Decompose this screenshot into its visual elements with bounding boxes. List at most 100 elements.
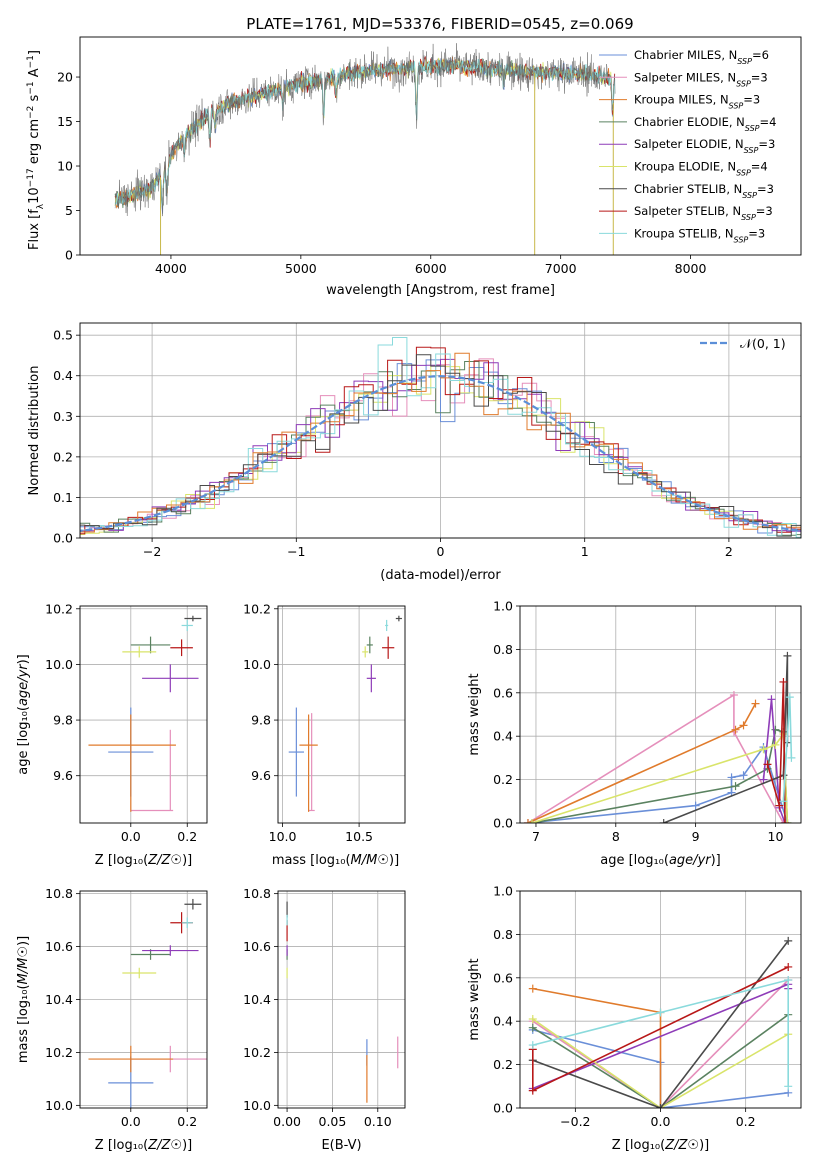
legend-entry: 𝒩(0, 1)	[740, 336, 786, 351]
weight-point-marker	[771, 725, 780, 734]
weight-point-marker	[739, 721, 748, 730]
weight-point-marker	[528, 1015, 537, 1024]
mass-vs-Z-panel: 0.0 0.2 10.0 10.2 10.4 10.6 10.8 Z [log₁₀(Z/Z☉)…	[16, 886, 208, 1153]
mass-vs-EBV-xlabel: E(B-V)	[321, 1138, 361, 1153]
y-tick-label: 0.2	[493, 1057, 513, 1072]
weight-vs-Z-ylabel: mass weight	[467, 958, 482, 1040]
y-tick-label: 0.0	[53, 531, 73, 546]
model-spectrum-line	[114, 58, 616, 208]
weight-point-marker	[763, 760, 772, 769]
errorbar-point	[130, 636, 171, 654]
x-tick-label: 1	[581, 544, 589, 559]
y-tick-label: 10.0	[243, 657, 271, 672]
weight-series-line	[532, 1018, 789, 1108]
age-vs-Z-plot-area	[88, 615, 202, 812]
y-tick-label: 10.8	[243, 886, 271, 901]
x-tick-label: 0.2	[177, 1114, 197, 1129]
x-tick-label: 9	[692, 829, 700, 844]
weight-point-marker	[759, 775, 768, 784]
y-tick-label: 0.2	[53, 449, 73, 464]
errorbar-point	[184, 615, 202, 622]
residuals-xlabel: (data-model)/error	[380, 568, 501, 583]
y-tick-label: 0.6	[493, 970, 513, 985]
y-tick-label: 0.4	[53, 368, 73, 383]
y-tick-label: 0.8	[493, 927, 513, 942]
x-tick-label: 10.0	[269, 829, 297, 844]
errorbar-point	[142, 945, 199, 956]
y-tick-label: 0.4	[493, 729, 513, 744]
weight-point-marker	[783, 651, 792, 660]
mass-vs-Z-plot-area	[88, 898, 207, 1108]
x-tick-label: −0.2	[560, 1114, 590, 1129]
x-tick-label: 4000	[155, 261, 187, 276]
errorbar-point	[362, 646, 369, 658]
weight-vs-age-plot-area	[523, 651, 796, 823]
y-tick-label: 10.2	[243, 1045, 271, 1060]
weight-series-line	[532, 979, 789, 1108]
x-tick-label: 6000	[415, 261, 447, 276]
spectrum-plot-area	[114, 43, 616, 255]
legend-entry: Salpeter MILES, NSSP=3	[634, 70, 768, 88]
histogram-steps	[80, 354, 801, 537]
weight-point-marker	[767, 695, 776, 704]
weight-series-line	[532, 987, 662, 1108]
weight-vs-age-panel: 7 8 9 10 0.0 0.2 0.4 0.6 0.8 1.0 mass weight age [l…	[467, 599, 802, 868]
mass-vs-EBV-plot-area	[286, 901, 399, 1103]
weight-series-line	[663, 655, 789, 823]
y-tick-label: 20	[57, 70, 73, 85]
residuals-panel: −2 −1 0 1 2 0.0 0.1 0.2 0.3 0.4 0.5 𝒩(0, 1) (data-mo…	[27, 322, 802, 583]
y-tick-label: 10.8	[45, 886, 73, 901]
x-tick-label: 5000	[285, 261, 317, 276]
x-tick-label: 0.05	[319, 1114, 347, 1129]
y-tick-label: 1.0	[493, 884, 513, 899]
errorbar-point	[366, 636, 373, 654]
y-tick-label: 10.6	[243, 939, 271, 954]
x-tick-label: 7000	[545, 261, 577, 276]
y-tick-label: 0	[65, 248, 73, 263]
weight-point-marker	[729, 690, 738, 699]
errorbar-point	[122, 967, 157, 979]
x-tick-label: −2	[143, 544, 161, 559]
mass-vs-EBV-frame	[277, 890, 406, 1109]
legend-entry: Chabrier MILES, NSSP=6	[634, 48, 769, 66]
y-tick-label: 0.2	[493, 772, 513, 787]
weight-point-marker	[731, 725, 740, 734]
errorbar-point	[181, 917, 193, 929]
y-tick-label: 0.1	[53, 490, 73, 505]
residuals-frame	[79, 322, 802, 539]
y-tick-label: 0.8	[493, 642, 513, 657]
legend-entry: Salpeter STELIB, NSSP=3	[634, 204, 773, 222]
age-vs-mass-xlabel: mass [log₁₀(M/M☉)]	[272, 853, 399, 868]
weight-series-line	[527, 703, 757, 823]
weight-point-marker	[787, 753, 796, 762]
x-tick-label: 10	[768, 829, 784, 844]
weight-point-marker	[727, 773, 736, 782]
y-tick-label: 5	[65, 203, 73, 218]
y-tick-label: 10.0	[45, 1098, 73, 1113]
errorbar-point	[395, 615, 402, 622]
mass-vs-Z-xlabel: Z [log₁₀(Z/Z☉)]	[95, 1138, 192, 1153]
weight-vs-Z-plot-area	[528, 936, 793, 1108]
spectrum-ylabel: Flux [fλ10−17 erg cm−2 s−1 A−1]	[26, 50, 46, 250]
y-tick-label: 10.2	[45, 601, 73, 616]
weight-point-marker	[783, 819, 792, 823]
residuals-plot-area	[80, 337, 801, 538]
weight-point-marker	[775, 801, 784, 810]
weight-series-line	[532, 1014, 789, 1108]
mass-vs-EBV-panel: 0.00 0.05 0.10 10.0 10.2 10.4 10.6 10.8 E(B-V)	[243, 886, 406, 1153]
x-tick-label: 0.0	[121, 1114, 141, 1129]
x-tick-label: 0.00	[273, 1114, 301, 1129]
legend-entry: Kroupa STELIB, NSSP=3	[634, 226, 765, 244]
errorbar-point	[142, 664, 199, 693]
weight-point-marker	[784, 936, 793, 945]
errorbar-point	[130, 729, 174, 812]
errorbar-point	[88, 714, 176, 812]
weight-point-marker	[528, 984, 537, 993]
age-vs-mass-plot-area	[288, 615, 402, 812]
spectrum-frame	[79, 36, 802, 256]
weight-point-marker	[523, 819, 532, 823]
weight-series-line	[527, 693, 785, 823]
age-vs-Z-panel: 0.0 0.2 9.6 9.8 10.0 10.2 Z [log₁₀(Z/Z☉)] age […	[16, 601, 208, 868]
y-tick-label: 0.4	[493, 1014, 513, 1029]
